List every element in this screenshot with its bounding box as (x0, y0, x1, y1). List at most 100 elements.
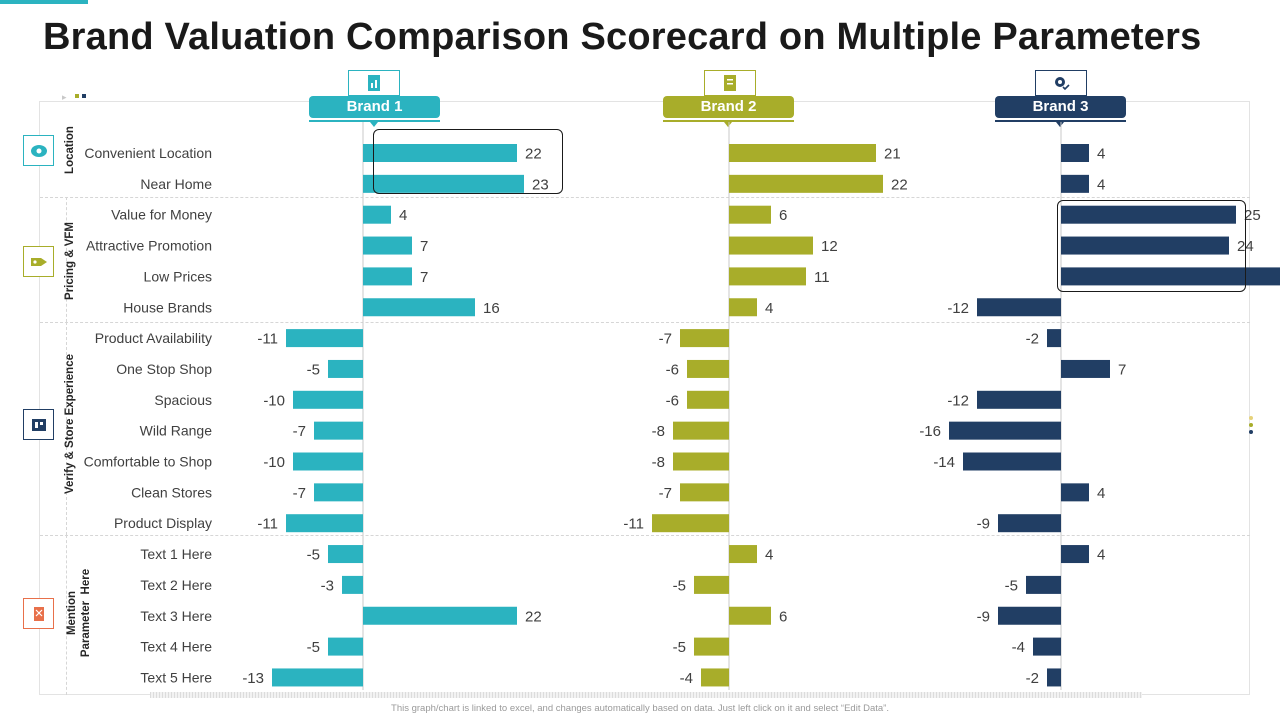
page-title: Brand Valuation Comparison Scorecard on … (43, 16, 1202, 58)
bar-brand-3-comfortable-to-shop (963, 452, 1061, 471)
row-label-text-4-here: Text 4 Here (140, 639, 212, 655)
bar-brand-1-product-availability (286, 329, 363, 348)
row-label-one-stop-shop: One Stop Shop (116, 361, 212, 377)
category-divider (66, 197, 67, 322)
row-label-near-home: Near Home (140, 176, 212, 192)
row-label-text-1-here: Text 1 Here (140, 546, 212, 562)
row-label-spacious: Spacious (154, 392, 212, 408)
bar-brand-2-low-prices (729, 267, 806, 286)
document-list-icon (704, 70, 756, 96)
brand-1-label: Brand 1 (309, 96, 440, 118)
bar-brand-3-product-availability (1047, 329, 1061, 348)
value-label-brand-3-text-4-here: -4 (1012, 639, 1025, 656)
bar-brand-1-text-3-here (363, 606, 517, 625)
bar-brand-1-text-1-here (328, 545, 363, 564)
bar-brand-2-house-brands (729, 298, 757, 317)
price-tag-icon (23, 246, 54, 277)
bar-brand-1-house-brands (363, 298, 475, 317)
bar-brand-2-text-2-here (694, 575, 729, 594)
bar-brand-3-text-5-here (1047, 668, 1061, 687)
value-label-brand-2-text-2-here: -5 (673, 577, 686, 594)
bar-brand-3-text-1-here (1061, 545, 1089, 564)
bar-brand-2-clean-stores (680, 483, 729, 502)
bar-brand-2-one-stop-shop (687, 359, 729, 378)
row-label-clean-stores: Clean Stores (131, 484, 212, 500)
value-label-brand-1-low-prices: 7 (420, 269, 428, 286)
value-label-brand-3-value-for-money: 25 (1244, 207, 1261, 224)
bar-brand-3-spacious (977, 390, 1061, 409)
value-label-brand-2-product-availability: -7 (659, 331, 672, 348)
row-label-product-availability: Product Availability (95, 330, 212, 346)
brand-2-label: Brand 2 (663, 96, 794, 118)
value-label-brand-1-house-brands: 16 (483, 300, 500, 317)
bar-brand-1-text-4-here (328, 637, 363, 656)
location-pin-icon (23, 135, 54, 166)
value-label-brand-3-one-stop-shop: 7 (1118, 361, 1126, 378)
value-label-brand-3-near-home: 4 (1097, 176, 1105, 193)
bar-brand-1-value-for-money (363, 205, 391, 224)
bar-brand-3-one-stop-shop (1061, 359, 1110, 378)
bar-brand-3-wild-range (949, 421, 1061, 440)
brand-3-label: Brand 3 (995, 96, 1126, 118)
bar-brand-3-near-home (1061, 174, 1089, 193)
bar-brand-3-product-display (998, 514, 1061, 533)
bar-brand-2-comfortable-to-shop (673, 452, 729, 471)
bar-brand-2-text-3-here (729, 606, 771, 625)
value-label-brand-1-one-stop-shop: -5 (307, 361, 320, 378)
bar-brand-2-text-4-here (694, 637, 729, 656)
value-label-brand-1-product-display: -11 (257, 516, 278, 533)
bar-brand-1-product-display (286, 514, 363, 533)
shop-bag-icon (23, 598, 54, 629)
bar-brand-2-attractive-promotion (729, 236, 813, 255)
bar-brand-3-convenient-location (1061, 144, 1089, 162)
value-label-brand-2-wild-range: -8 (652, 423, 665, 440)
group-separator (40, 197, 1250, 198)
value-label-brand-2-text-4-here: -5 (673, 639, 686, 656)
bar-brand-3-text-3-here (998, 606, 1061, 625)
value-label-brand-3-text-3-here: -9 (977, 608, 990, 625)
value-label-brand-3-text-2-here: -5 (1005, 577, 1018, 594)
value-label-brand-2-text-3-here: 6 (779, 608, 787, 625)
brand-2-header: Brand 2 (663, 96, 794, 127)
value-label-brand-1-wild-range: -7 (293, 423, 306, 440)
value-label-brand-1-text-1-here: -5 (307, 547, 320, 564)
row-label-product-display: Product Display (114, 515, 212, 531)
value-label-brand-2-attractive-promotion: 12 (821, 238, 838, 255)
value-label-brand-3-convenient-location: 4 (1097, 146, 1105, 163)
bar-brand-1-low-prices (363, 267, 412, 286)
value-label-brand-1-convenient-location: 22 (525, 146, 542, 163)
value-label-brand-3-clean-stores: 4 (1097, 485, 1105, 502)
brand-3-header: Brand 3 (995, 96, 1126, 127)
value-label-brand-1-near-home: 23 (532, 176, 549, 193)
top-accent-bar (0, 0, 88, 4)
value-label-brand-3-comfortable-to-shop: -14 (933, 454, 955, 471)
value-label-brand-3-wild-range: -16 (919, 423, 941, 440)
bar-brand-2-product-display (652, 514, 729, 533)
value-label-brand-3-house-brands: -12 (947, 300, 969, 317)
value-label-brand-1-value-for-money: 4 (399, 207, 407, 224)
bar-brand-1-convenient-location (363, 144, 517, 162)
bar-brand-3-low-prices (1061, 267, 1280, 286)
value-label-brand-1-attractive-promotion: 7 (420, 238, 428, 255)
value-label-brand-2-one-stop-shop: -6 (666, 361, 679, 378)
bar-brand-2-near-home (729, 174, 883, 193)
row-label-text-3-here: Text 3 Here (140, 608, 212, 624)
bar-brand-1-near-home (363, 174, 524, 193)
bar-brand-2-convenient-location (729, 144, 876, 162)
corner-square-green (75, 94, 79, 98)
bar-brand-1-attractive-promotion (363, 236, 412, 255)
bar-brand-2-value-for-money (729, 205, 771, 224)
store-icon (23, 409, 54, 440)
value-label-brand-3-spacious: -12 (947, 392, 969, 409)
bar-brand-2-wild-range (673, 421, 729, 440)
bar-brand-1-text-2-here (342, 575, 363, 594)
value-label-brand-1-clean-stores: -7 (293, 485, 306, 502)
row-label-text-5-here: Text 5 Here (140, 669, 212, 685)
value-label-brand-2-product-display: -11 (623, 516, 644, 533)
value-label-brand-1-text-3-here: 22 (525, 608, 542, 625)
brand-1-header: Brand 1 (309, 96, 440, 127)
value-label-brand-2-clean-stores: -7 (659, 485, 672, 502)
side-decoration (1248, 413, 1254, 437)
value-label-brand-2-value-for-money: 6 (779, 207, 787, 224)
